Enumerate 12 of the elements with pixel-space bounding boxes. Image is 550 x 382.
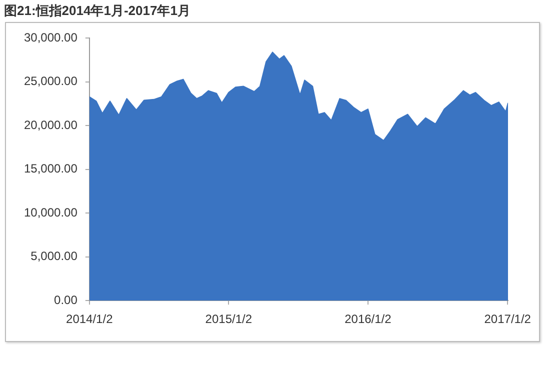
x-tick-label: 2015/1/2 [205, 312, 252, 326]
x-tick-label: 2016/1/2 [344, 312, 392, 326]
y-tick-label: 10,000.00 [24, 205, 78, 220]
y-tick-label: 15,000.00 [24, 162, 78, 176]
x-tick-label: 2014/1/2 [66, 312, 114, 326]
chart-title: 图21:恒指2014年1月-2017年1月 [4, 2, 190, 20]
y-tick-label: 5,000.00 [30, 249, 78, 264]
y-tick-label: 30,000.00 [24, 30, 78, 45]
y-tick-label: 0.00 [54, 292, 78, 307]
y-tick-label: 20,000.00 [24, 118, 78, 132]
y-tick-label: 25,000.00 [24, 74, 78, 88]
x-tick-label: 2017/1/2 [484, 312, 532, 326]
